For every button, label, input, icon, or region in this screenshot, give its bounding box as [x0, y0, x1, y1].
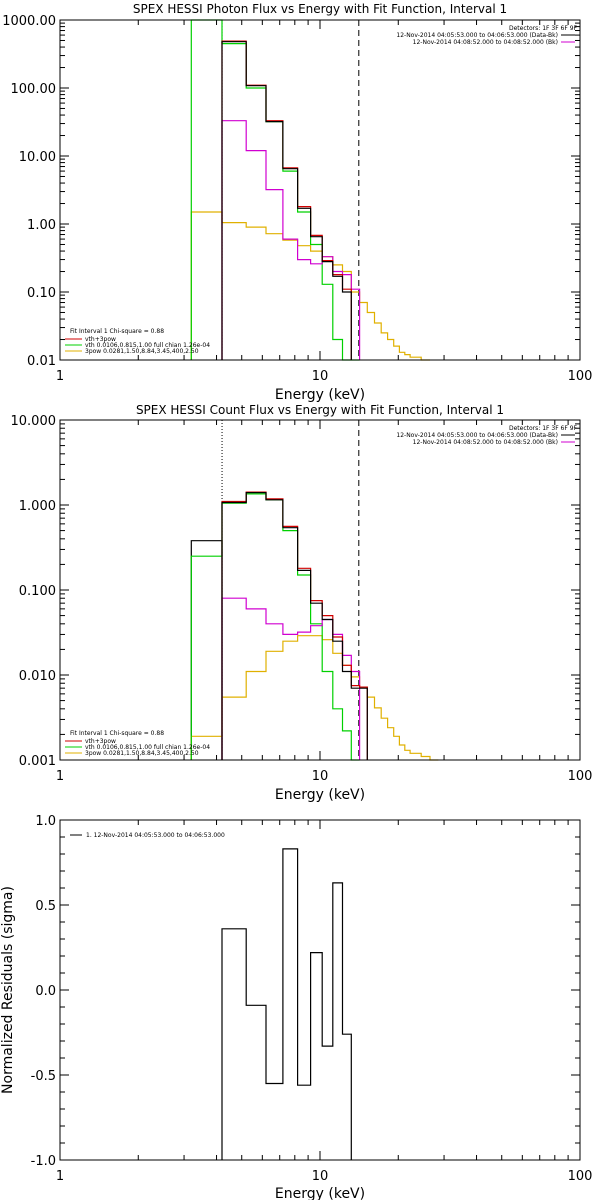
- detectors-label: Detectors: 1F 3F 6F 9F: [509, 25, 578, 32]
- time-label-bk: 12-Nov-2014 04:08:52.000 to 04:08:52.000…: [413, 39, 558, 46]
- plot-area: [221, 848, 352, 1160]
- y-tick-label: 1.000: [19, 499, 56, 514]
- legend-residual: 1. 12-Nov-2014 04:05:53.000 to 04:06:53.…: [86, 832, 225, 839]
- y-tick-label: 10.00: [19, 150, 56, 165]
- y-tick-label: 100.00: [11, 82, 57, 97]
- axis-ticks: 1 10 100 0.001 0.010 0.100 1.000 10.000: [11, 414, 593, 784]
- series-pow: [190, 635, 439, 761]
- legend-vth: vth 0.0106,0.815,1.00 full chian 1.26e-0…: [85, 342, 210, 349]
- legend-pow: 3pow 0.0281,1.50,8.84,3.45,400,2.50: [85, 348, 199, 355]
- time-label-data: 12-Nov-2014 04:05:53.000 to 04:06:53.000…: [396, 32, 558, 39]
- x-axis-label: Energy (keV): [275, 1186, 365, 1200]
- y-tick-label: 0.010: [19, 669, 56, 684]
- y-tick-label: 1.00: [27, 218, 56, 233]
- x-tick-label: 10: [312, 369, 329, 384]
- series-bk: [221, 120, 361, 360]
- series-data: [221, 41, 352, 360]
- legend-total: vth+3pow: [85, 738, 116, 745]
- x-axis-label: Energy (keV): [275, 387, 365, 403]
- series-residuals: [221, 848, 352, 1160]
- plot-area: [190, 19, 430, 361]
- series-bk: [221, 597, 361, 760]
- plot-frame: [59, 419, 581, 761]
- series-data_low: [190, 540, 223, 760]
- y-tick-label: 0.100: [19, 584, 56, 599]
- x-axis-label: Energy (keV): [275, 787, 365, 803]
- x-tick-label: 10: [312, 1169, 329, 1184]
- y-tick-label: 1000.00: [2, 14, 56, 29]
- series-total: [221, 40, 352, 360]
- plot-frame: [59, 819, 581, 1161]
- x-tick-label: 100: [568, 369, 593, 384]
- legend-fit-interval: Fit Interval 1 Chi-square = 0.88: [70, 730, 164, 737]
- residuals-panel: 1 10 100 -1.0 -0.5 0.0 0.5 1.0 Energy (keV) Nor…: [0, 814, 592, 1200]
- count-flux-panel: SPEX HESSI Count Flux vs Energy with Fit…: [11, 403, 593, 803]
- x-tick-label: 100: [568, 769, 593, 784]
- photon-flux-panel: SPEX HESSI Photon Flux vs Energy with Fi…: [2, 2, 592, 403]
- time-label-data: 12-Nov-2014 04:05:53.000 to 04:06:53.000…: [396, 432, 558, 439]
- legend-total: vth+3pow: [85, 336, 116, 343]
- legend-pow: 3pow 0.0281,1.50,8.84,3.45,400,2.50: [85, 750, 199, 757]
- x-tick-label: 10: [312, 769, 329, 784]
- x-tick-label: 1: [56, 369, 64, 384]
- axis-ticks: 1 10 100 -1.0 -0.5 0.0 0.5 1.0: [31, 814, 593, 1184]
- y-tick-label: 10.000: [11, 414, 57, 429]
- x-tick-label: 1: [56, 1169, 64, 1184]
- detectors-label: Detectors: 1F 3F 6F 9F: [509, 425, 578, 432]
- y-tick-label: -0.5: [31, 1069, 56, 1084]
- series-vth: [190, 493, 360, 761]
- y-tick-label: -1.0: [31, 1154, 56, 1169]
- y-tick-label: 0.5: [35, 899, 56, 914]
- plot-frame: [59, 19, 581, 361]
- y-tick-label: 1.0: [35, 814, 56, 829]
- time-label-bk: 12-Nov-2014 04:08:52.000 to 04:08:52.000…: [413, 439, 558, 446]
- axis-ticks: 1 10 100 0.01 0.10 1.00 10.00 100.00 1000.00: [2, 14, 592, 384]
- series-total: [221, 491, 368, 760]
- y-tick-label: 0.001: [19, 754, 56, 769]
- legend-vth: vth 0.0106,0.815,1.00 full chian 1.26e-0…: [85, 744, 210, 751]
- chart-title: SPEX HESSI Count Flux vs Energy with Fit…: [136, 403, 504, 417]
- x-tick-label: 100: [568, 1169, 593, 1184]
- y-tick-label: 0.10: [27, 286, 56, 301]
- series-data: [221, 492, 368, 760]
- y-tick-label: 0.0: [35, 984, 56, 999]
- plot-area: [190, 420, 439, 761]
- legend-fit-interval: Fit Interval 1 Chi-square = 0.88: [70, 328, 164, 335]
- y-axis-label: Normalized Residuals (sigma): [0, 886, 16, 1094]
- chart-title: SPEX HESSI Photon Flux vs Energy with Fi…: [133, 2, 507, 16]
- x-tick-label: 1: [56, 769, 64, 784]
- y-tick-label: 0.01: [27, 354, 56, 369]
